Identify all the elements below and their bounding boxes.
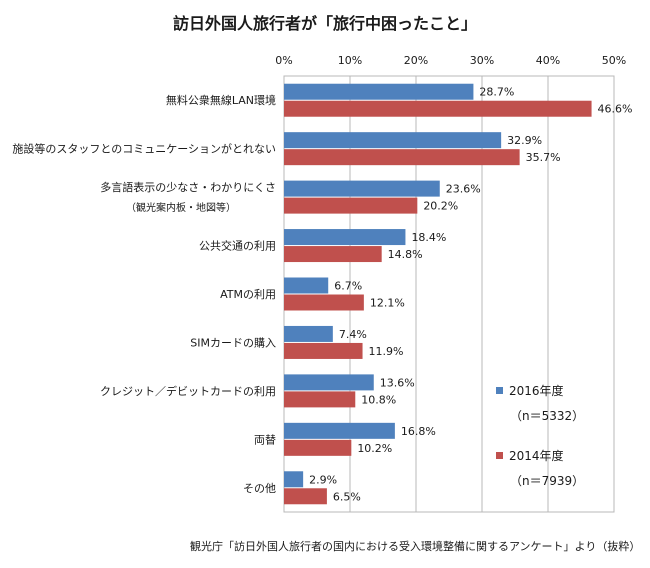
bar: [284, 132, 502, 149]
data-label: 6.7%: [334, 280, 362, 293]
category-label: クレジット／デビットカードの利用: [100, 384, 276, 398]
bar: [284, 149, 520, 166]
category-label: ATMの利用: [220, 288, 276, 301]
data-label: 18.4%: [411, 231, 446, 244]
category-label: 無料公衆無線LAN環境: [166, 93, 276, 107]
category-label: 多言語表示の少なさ・わかりにくさ: [100, 180, 276, 194]
x-tick-label: 50%: [602, 54, 626, 67]
bar: [284, 180, 440, 197]
legend-swatch-2014: [496, 452, 503, 459]
data-label: 14.8%: [388, 248, 423, 261]
legend-n-2014: （n＝7939）: [510, 474, 585, 488]
data-label: 7.4%: [339, 328, 367, 341]
category-label: SIMカードの購入: [190, 335, 276, 349]
legend-swatch-2016: [496, 387, 503, 394]
data-label: 46.6%: [598, 103, 633, 116]
x-tick-label: 0%: [275, 54, 292, 67]
bar: [284, 342, 363, 359]
bar: [284, 197, 418, 214]
data-label: 12.1%: [370, 297, 405, 310]
category-sublabel: （観光案内板・地図等）: [126, 201, 236, 214]
data-label: 6.5%: [333, 490, 361, 503]
category-label: 公共交通の利用: [199, 239, 276, 253]
bar: [284, 100, 592, 117]
bar: [284, 439, 352, 456]
legend-label-2016: 2016年度: [509, 384, 564, 398]
bar: [284, 422, 395, 439]
x-tick-label: 10%: [338, 54, 362, 67]
legend-n-2016: （n＝5332）: [510, 409, 585, 423]
data-label: 28.7%: [479, 86, 514, 99]
bar: [284, 325, 333, 342]
legend-2014: 2014年度 （n＝7939）: [496, 447, 584, 489]
data-label: 16.8%: [401, 425, 436, 438]
bar: [284, 488, 327, 505]
category-label: 施設等のスタッフとのコミュニケーションがとれない: [12, 142, 276, 156]
data-label: 23.6%: [446, 183, 481, 196]
legend-label-2014: 2014年度: [509, 449, 564, 463]
chart-title: 訪日外国人旅行者が「旅行中困ったこと」: [172, 14, 477, 33]
x-tick-label: 20%: [404, 54, 428, 67]
data-label: 2.9%: [309, 473, 337, 486]
data-label: 35.7%: [526, 151, 561, 164]
bar: [284, 294, 364, 311]
data-label: 20.2%: [423, 200, 458, 213]
x-tick-label: 30%: [470, 54, 494, 67]
bar: [284, 83, 474, 100]
bar: [284, 374, 374, 391]
source-note: 観光庁「訪日外国人旅行者の国内における受入環境整備に関するアンケート」より（抜粋…: [190, 540, 641, 553]
data-label: 32.9%: [507, 134, 542, 147]
bar: [284, 246, 382, 263]
data-label: 10.2%: [357, 442, 392, 455]
bar: [284, 277, 329, 294]
category-label: 両替: [254, 432, 276, 446]
data-label: 10.8%: [361, 393, 396, 406]
bar: [284, 229, 406, 246]
x-tick-label: 40%: [536, 54, 560, 67]
data-label: 13.6%: [380, 376, 415, 389]
data-label: 11.9%: [369, 345, 404, 358]
bar: [284, 391, 356, 408]
bar: [284, 471, 304, 488]
legend-2016: 2016年度 （n＝5332）: [496, 382, 584, 424]
category-label: その他: [243, 482, 276, 495]
